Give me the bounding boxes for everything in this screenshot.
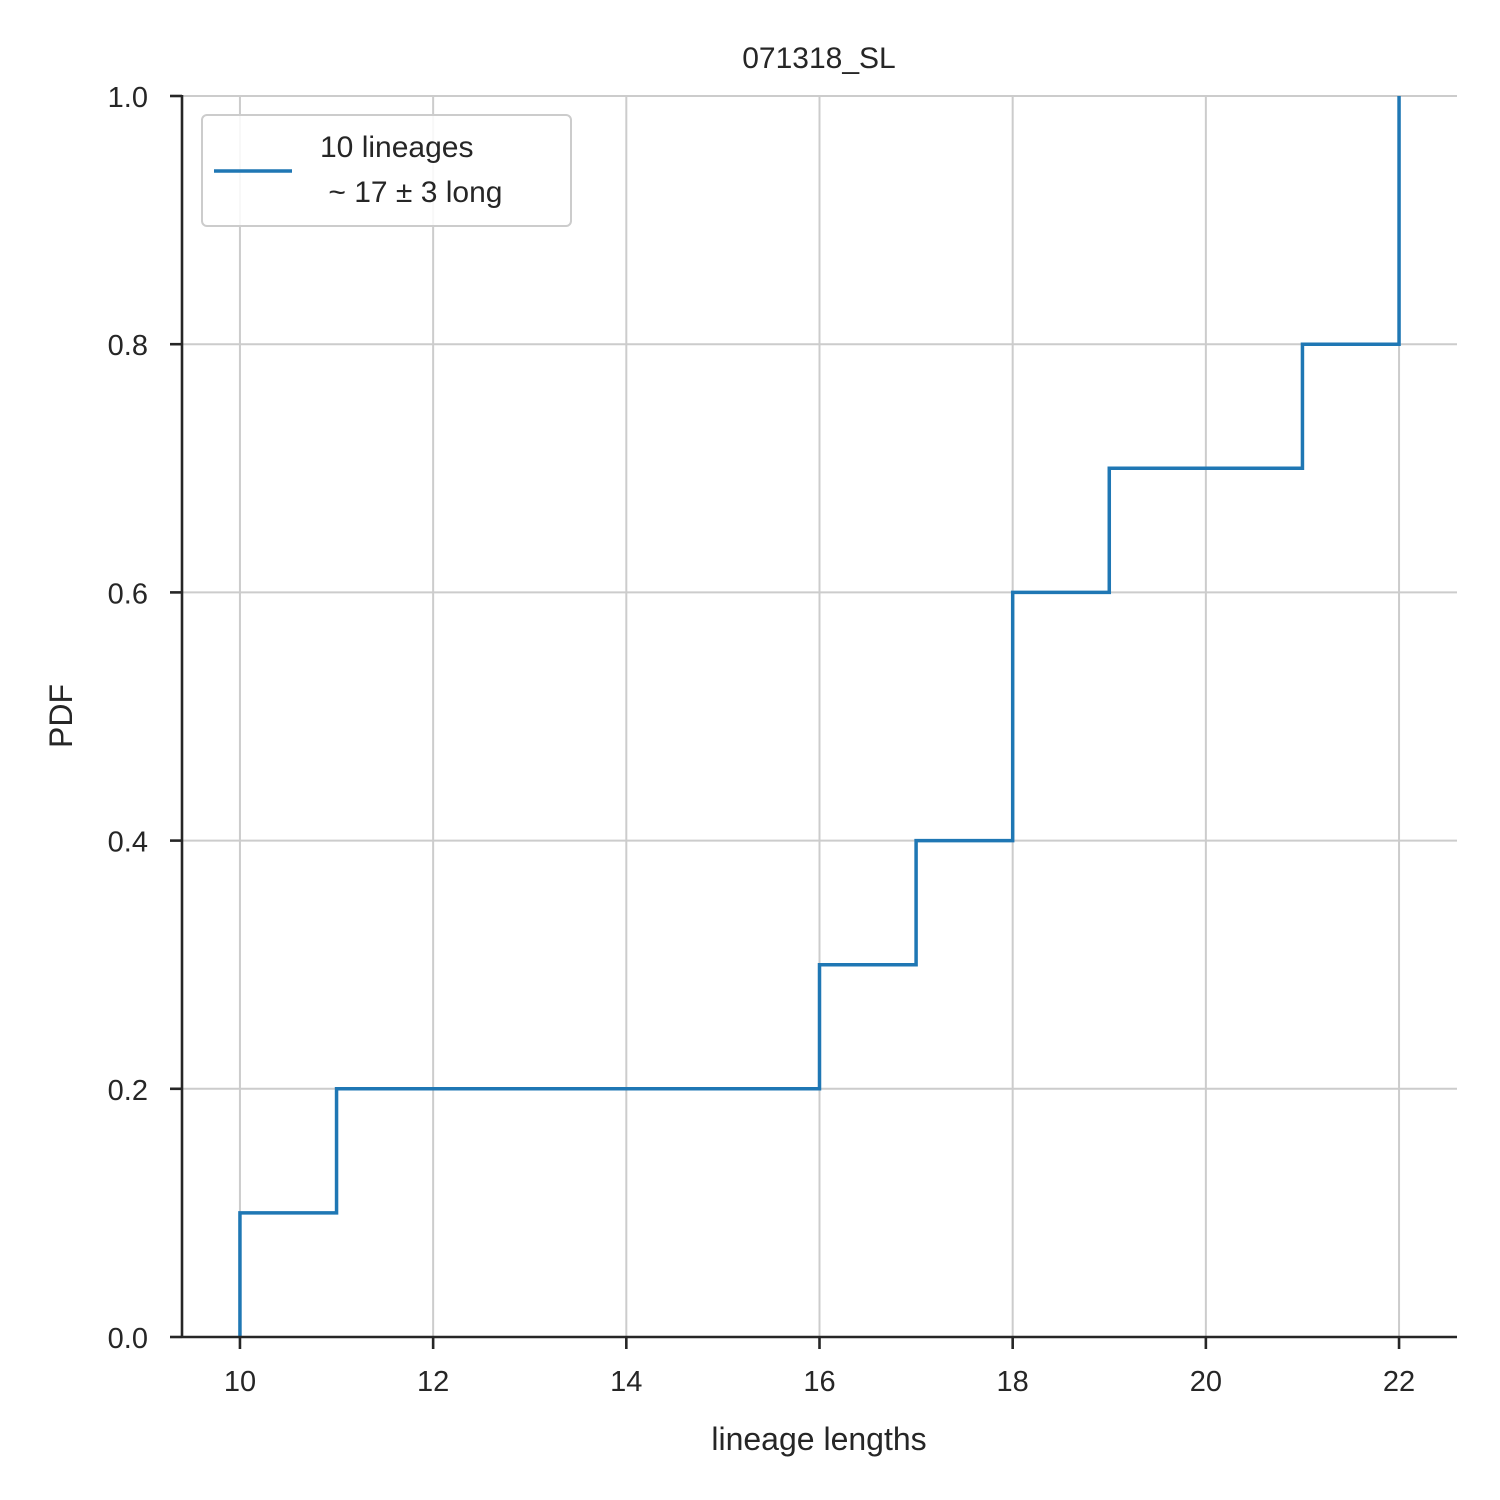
x-tick-label: 16	[803, 1366, 835, 1398]
x-tick-label: 18	[997, 1366, 1029, 1398]
y-tick-label: 0.0	[108, 1323, 148, 1355]
series-line	[238, 96, 1401, 1337]
series-layer	[238, 96, 1401, 1337]
grid-layer	[182, 95, 1457, 1338]
y-tick-label: 0.2	[108, 1075, 148, 1107]
x-axis-title: lineage lengths	[711, 1421, 926, 1457]
ticks-layer: 10 12 14 16 18 20 22 0.0 0.2 0.4 0.6 0.8 1.0	[108, 82, 1416, 1398]
chart-title: 071318_SL	[742, 42, 896, 75]
legend-box	[201, 114, 572, 227]
legend-label-line2: ~ 17 ± 3 long	[320, 176, 502, 209]
legend: 10 lineages ~ 17 ± 3 long	[201, 114, 572, 227]
legend-label-line1: 10 lineages	[320, 131, 473, 164]
y-axis-title: PDF	[43, 684, 79, 748]
y-tick-label: 0.8	[108, 330, 148, 362]
x-tick-label: 10	[224, 1366, 256, 1398]
y-tick-label: 0.6	[108, 578, 148, 610]
x-tick-label: 22	[1383, 1366, 1415, 1398]
y-tick-label: 1.0	[108, 82, 148, 114]
x-tick-label: 14	[610, 1366, 642, 1398]
x-tick-label: 12	[417, 1366, 449, 1398]
y-tick-label: 0.4	[108, 827, 148, 859]
x-tick-label: 20	[1190, 1366, 1222, 1398]
